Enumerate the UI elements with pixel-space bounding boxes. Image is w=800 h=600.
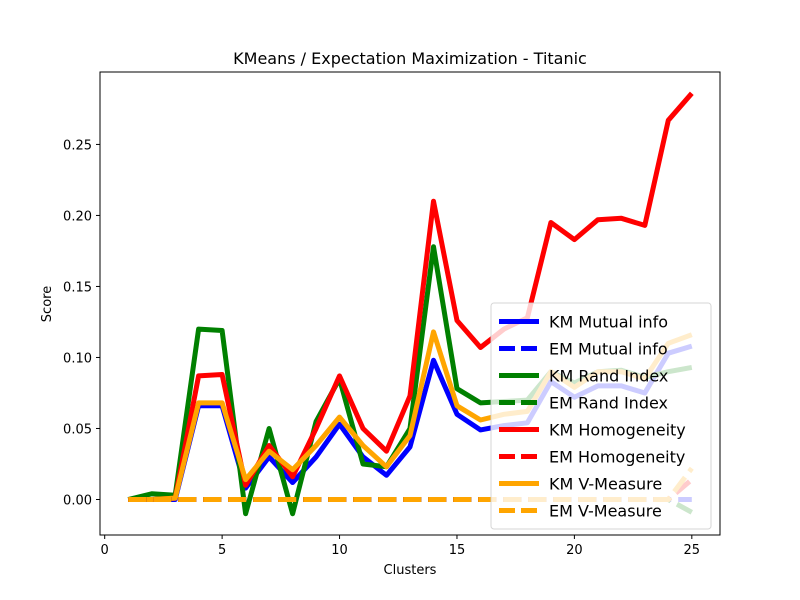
legend-label-km-v-measure: KM V-Measure — [549, 475, 662, 494]
x-tick-label: 20 — [566, 543, 583, 558]
legend-box — [490, 302, 712, 530]
legend: KM Mutual info EM Mutual info KM Rand Inde… — [490, 302, 712, 530]
legend-label-em-v-measure: EM V-Measure — [549, 502, 662, 521]
x-tick-label: 15 — [449, 543, 466, 558]
legend-label-em-rand-index: EM Rand Index — [549, 394, 668, 413]
y-tick-label: 0.15 — [63, 280, 92, 295]
y-tick-label: 0.05 — [63, 422, 92, 437]
legend-label-em-mutual-info: EM Mutual info — [549, 340, 668, 359]
x-axis-title: Clusters — [384, 563, 437, 578]
axes: 0 5 10 15 20 25 0.00 0.05 0.10 0.15 0.20 0.25 — [63, 71, 721, 558]
chart-title: KMeans / Expectation Maximization - Tita… — [233, 49, 587, 68]
x-tick-label: 10 — [331, 543, 348, 558]
plot-area — [127, 91, 694, 517]
series-line-km-homogeneity — [128, 91, 694, 502]
legend-label-km-rand-index: KM Rand Index — [549, 367, 668, 386]
y-tick-label: 0.10 — [63, 351, 92, 366]
y-tick-label: 0.25 — [63, 138, 92, 153]
y-tick-label: 0.00 — [63, 493, 92, 508]
x-tick-label: 25 — [684, 543, 701, 558]
axes-frame — [99, 71, 721, 536]
legend-label-em-homogeneity: EM Homogeneity — [549, 448, 685, 467]
legend-label-km-homogeneity: KM Homogeneity — [549, 421, 686, 440]
y-axis-title: Score — [40, 286, 55, 322]
legend-label-km-mutual-info: KM Mutual info — [549, 313, 668, 332]
x-tick-label: 0 — [101, 543, 109, 558]
x-tick-label: 5 — [218, 543, 226, 558]
y-tick-label: 0.20 — [63, 209, 92, 224]
series-line-em-v-measure — [128, 466, 694, 502]
